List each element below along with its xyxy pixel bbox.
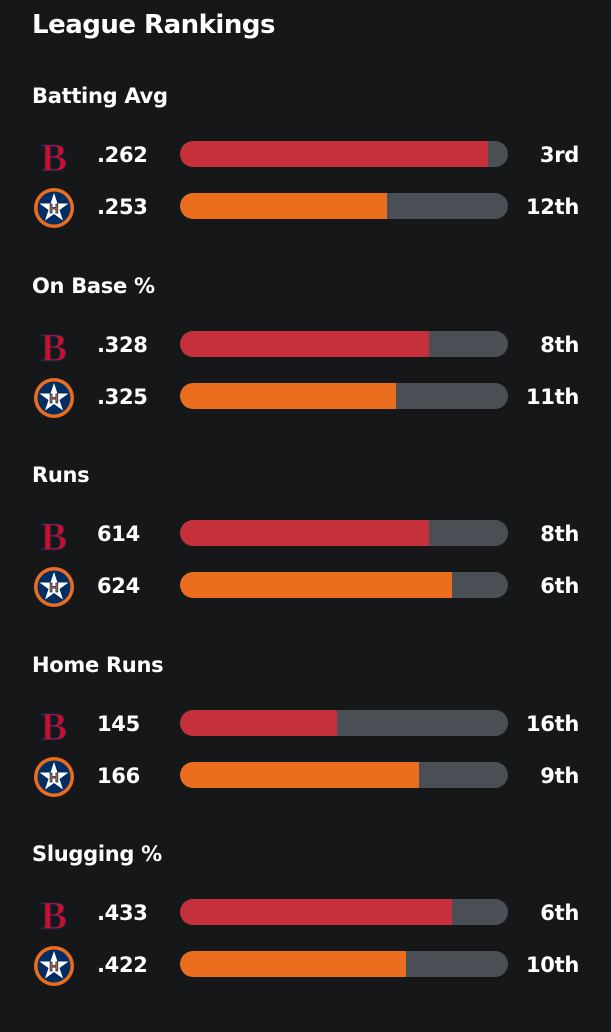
page-title: League Rankings <box>32 10 275 40</box>
stat-section: Slugging % B .433 6th H .422 10th <box>0 842 611 1032</box>
team-stat-row: H .253 12th <box>0 186 611 228</box>
ranking-bar-track <box>180 382 508 409</box>
svg-text:H: H <box>49 391 58 406</box>
league-rank: 16th <box>525 711 579 736</box>
team-stat-row: H 624 6th <box>0 565 611 607</box>
red-sox-logo-icon: B <box>32 892 76 938</box>
team-stat-row: B .262 3rd <box>0 134 611 180</box>
stat-value: .325 <box>97 384 148 409</box>
stat-section: On Base % B .328 8th H .325 11th <box>0 274 611 464</box>
stat-section: Home Runs B 145 16th H 166 9th <box>0 653 611 843</box>
ranking-bar-track <box>180 899 508 925</box>
stat-value: .433 <box>97 901 148 925</box>
league-rank: 11th <box>525 384 579 409</box>
stat-value: .422 <box>97 953 148 977</box>
svg-text:B: B <box>41 704 68 747</box>
league-rank: 6th <box>540 901 579 925</box>
red-sox-logo-icon: B <box>32 513 76 559</box>
svg-text:H: H <box>49 201 58 216</box>
team-stat-row: B .433 6th <box>0 892 611 938</box>
team-stat-row: H .422 10th <box>0 944 611 986</box>
ranking-bar-track <box>180 951 508 977</box>
ranking-bar-track <box>180 520 508 546</box>
ranking-bar-fill <box>180 520 430 546</box>
section-title: Slugging % <box>32 842 162 866</box>
league-rank: 6th <box>540 574 579 598</box>
svg-text:B: B <box>41 893 68 936</box>
ranking-bar-fill <box>180 572 453 598</box>
stat-value: 166 <box>97 763 140 788</box>
ranking-bar-fill <box>180 709 338 736</box>
ranking-bar-track <box>180 141 508 167</box>
astros-logo-icon: H <box>32 186 76 230</box>
team-stat-row: B 614 8th <box>0 513 611 559</box>
team-stat-row: B 145 16th <box>0 703 611 749</box>
team-stat-row: H 166 9th <box>0 755 611 797</box>
svg-text:B: B <box>41 325 68 368</box>
section-title: On Base % <box>32 273 155 298</box>
astros-logo-icon: H <box>32 376 76 420</box>
stat-value: 624 <box>97 574 140 598</box>
ranking-bar-fill <box>180 382 397 409</box>
ranking-bar-fill <box>180 330 430 357</box>
league-rank: 10th <box>525 953 579 977</box>
ranking-bar-track <box>180 709 508 736</box>
league-rank: 12th <box>525 195 579 219</box>
ranking-bar-track <box>180 193 508 219</box>
astros-logo-icon: H <box>32 944 76 988</box>
svg-text:H: H <box>49 770 58 785</box>
team-stat-row: H .325 11th <box>0 376 611 418</box>
league-rank: 8th <box>540 522 579 546</box>
team-stat-row: B .328 8th <box>0 324 611 370</box>
section-title: Runs <box>32 463 90 487</box>
svg-text:H: H <box>49 959 58 974</box>
ranking-bar-fill <box>180 951 407 977</box>
stat-section: Batting Avg B .262 3rd H .253 12th <box>0 84 611 274</box>
stat-value: 614 <box>97 522 140 546</box>
stat-value: .328 <box>97 332 148 357</box>
svg-text:B: B <box>41 135 68 178</box>
astros-logo-icon: H <box>32 755 76 799</box>
league-rank: 3rd <box>539 143 579 167</box>
stat-value: 145 <box>97 711 140 736</box>
stat-value: .262 <box>97 143 148 167</box>
ranking-bar-fill <box>180 193 387 219</box>
svg-text:H: H <box>49 580 58 595</box>
section-title: Home Runs <box>32 652 164 677</box>
svg-text:B: B <box>41 514 68 557</box>
ranking-bar-fill <box>180 141 489 167</box>
section-title: Batting Avg <box>32 84 168 108</box>
ranking-bar-fill <box>180 899 453 925</box>
stat-section: Runs B 614 8th H 624 6th <box>0 463 611 653</box>
ranking-bar-fill <box>180 761 420 788</box>
red-sox-logo-icon: B <box>32 134 76 180</box>
astros-logo-icon: H <box>32 565 76 609</box>
league-rank: 8th <box>540 332 579 357</box>
league-rank: 9th <box>540 763 579 788</box>
ranking-bar-track <box>180 330 508 357</box>
red-sox-logo-icon: B <box>32 703 76 749</box>
ranking-bar-track <box>180 761 508 788</box>
stat-value: .253 <box>97 195 148 219</box>
ranking-bar-track <box>180 572 508 598</box>
red-sox-logo-icon: B <box>32 324 76 370</box>
